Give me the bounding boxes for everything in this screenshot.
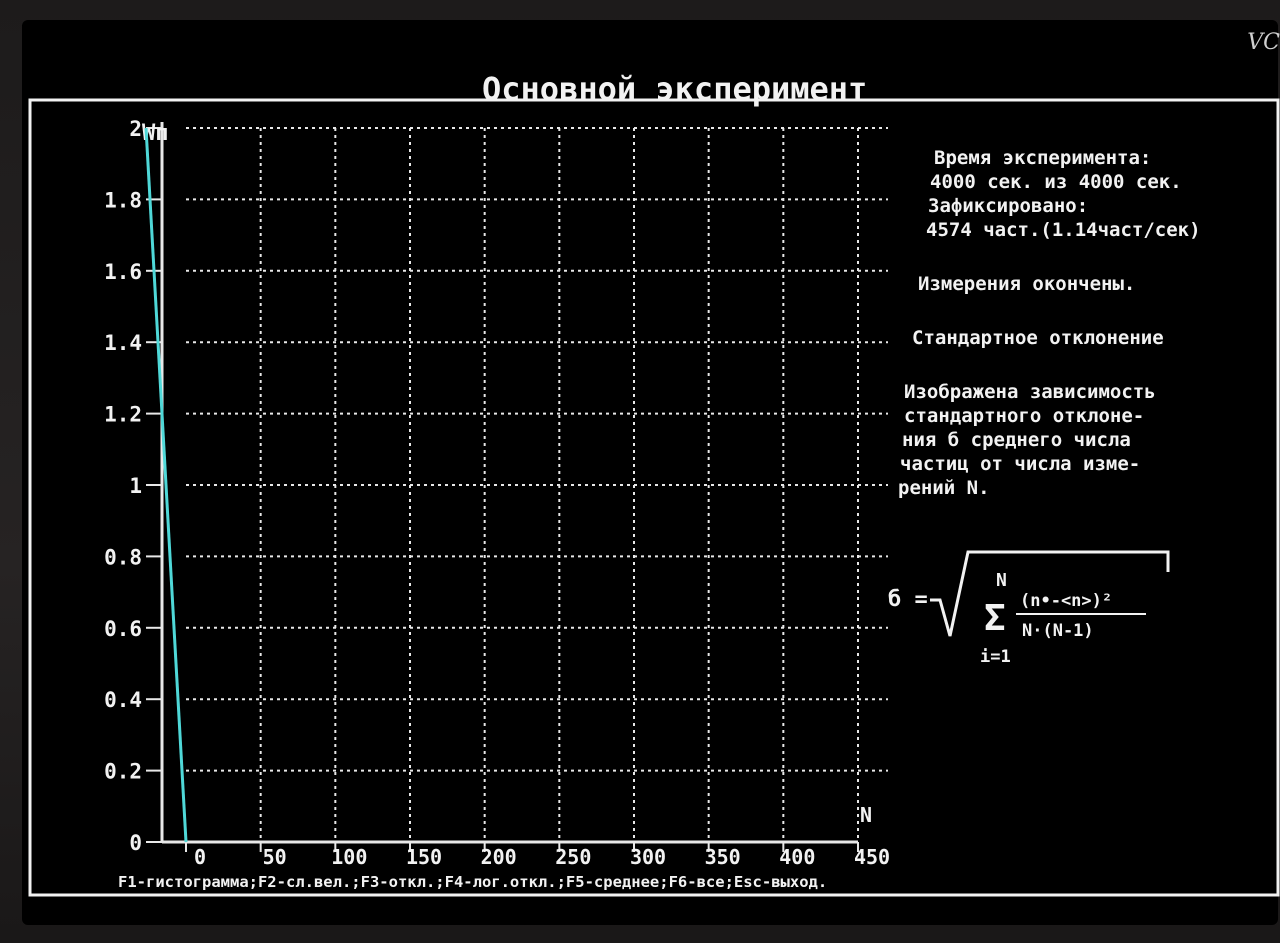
y-tick-label: 1.8 <box>104 188 142 212</box>
formula-lhs: б = <box>888 587 928 612</box>
sqrt-sign <box>930 550 1170 637</box>
screen <box>22 20 1278 925</box>
fixed-value: 4574 част.(1.14част/сек) <box>926 219 1201 241</box>
monitor-brand-logo: VC <box>1247 30 1280 55</box>
x-axis-label: N <box>860 803 872 827</box>
description-line-1: Изображена зависимость <box>904 381 1156 403</box>
sum-lower-limit: i=1 <box>980 647 1011 667</box>
y-tick-label: 1.6 <box>104 260 142 284</box>
x-tick-label: 250 <box>555 845 591 869</box>
x-tick-label: 350 <box>705 845 741 869</box>
sum-upper-limit: N <box>996 570 1007 591</box>
x-tick-label: 100 <box>331 845 367 869</box>
formula-numerator: (n•-<n>)² <box>1020 591 1112 611</box>
mode-text: Стандартное отклонение <box>912 327 1164 349</box>
chart-grid <box>186 127 888 842</box>
chart-axes <box>146 122 859 852</box>
y-tick-label: 2 <box>129 117 142 141</box>
formula-denominator: N·(N-1) <box>1022 621 1094 641</box>
description-line-5: рений N. <box>898 477 990 499</box>
screen-frame <box>28 98 1280 897</box>
sigma-icon: Σ <box>984 598 1006 639</box>
description-line-2: стандартного отклоне- <box>904 405 1145 427</box>
y-tick-label: 0.8 <box>104 545 142 569</box>
page-title: Основной эксперимент <box>482 70 868 108</box>
y-tick-label: 0.2 <box>104 760 142 784</box>
x-tick-label: 200 <box>481 845 517 869</box>
description-line-4: частиц от числа изме- <box>900 453 1141 475</box>
info-panel: Время эксперимента: 4000 сек. из 4000 се… <box>898 146 1270 500</box>
y-tick-label: 0.6 <box>104 617 142 641</box>
function-key-bar[interactable]: F1-гистограмма;F2-сл.вел.;F3-откл.;F4-ло… <box>118 873 828 891</box>
formula: б = N Σ i=1 (n•-<n>)² N·(N-1) <box>888 550 1170 667</box>
y-tick-label: 0.4 <box>104 688 142 712</box>
status-text: Измерения окончены. <box>918 273 1136 295</box>
x-tick-label: 150 <box>406 845 442 869</box>
std-deviation-curve <box>144 127 188 843</box>
x-tick-label: 50 <box>263 845 287 869</box>
y-tick-label: 1 <box>129 474 142 498</box>
time-label: Время эксперимента: <box>934 147 1152 169</box>
y-tick-label: 1.2 <box>104 403 142 427</box>
x-tick-label: 300 <box>630 845 666 869</box>
y-tick-labels: 0 0.2 0.4 0.6 0.8 1 1.2 1.4 1.6 1.8 2 <box>104 117 142 855</box>
description-line-3: ния б среднего числа <box>902 429 1131 451</box>
x-tick-labels: 0 50 100 150 200 250 300 350 400 450 <box>194 845 890 869</box>
time-value: 4000 сек. из 4000 сек. <box>930 171 1182 193</box>
fixed-label: Зафиксировано: <box>928 195 1089 217</box>
x-tick-label: 450 <box>854 845 890 869</box>
y-tick-label: 1.4 <box>104 331 142 355</box>
x-tick-label: 400 <box>779 845 815 869</box>
y-tick-label: 0 <box>129 831 142 855</box>
x-tick-label: 0 <box>194 845 206 869</box>
